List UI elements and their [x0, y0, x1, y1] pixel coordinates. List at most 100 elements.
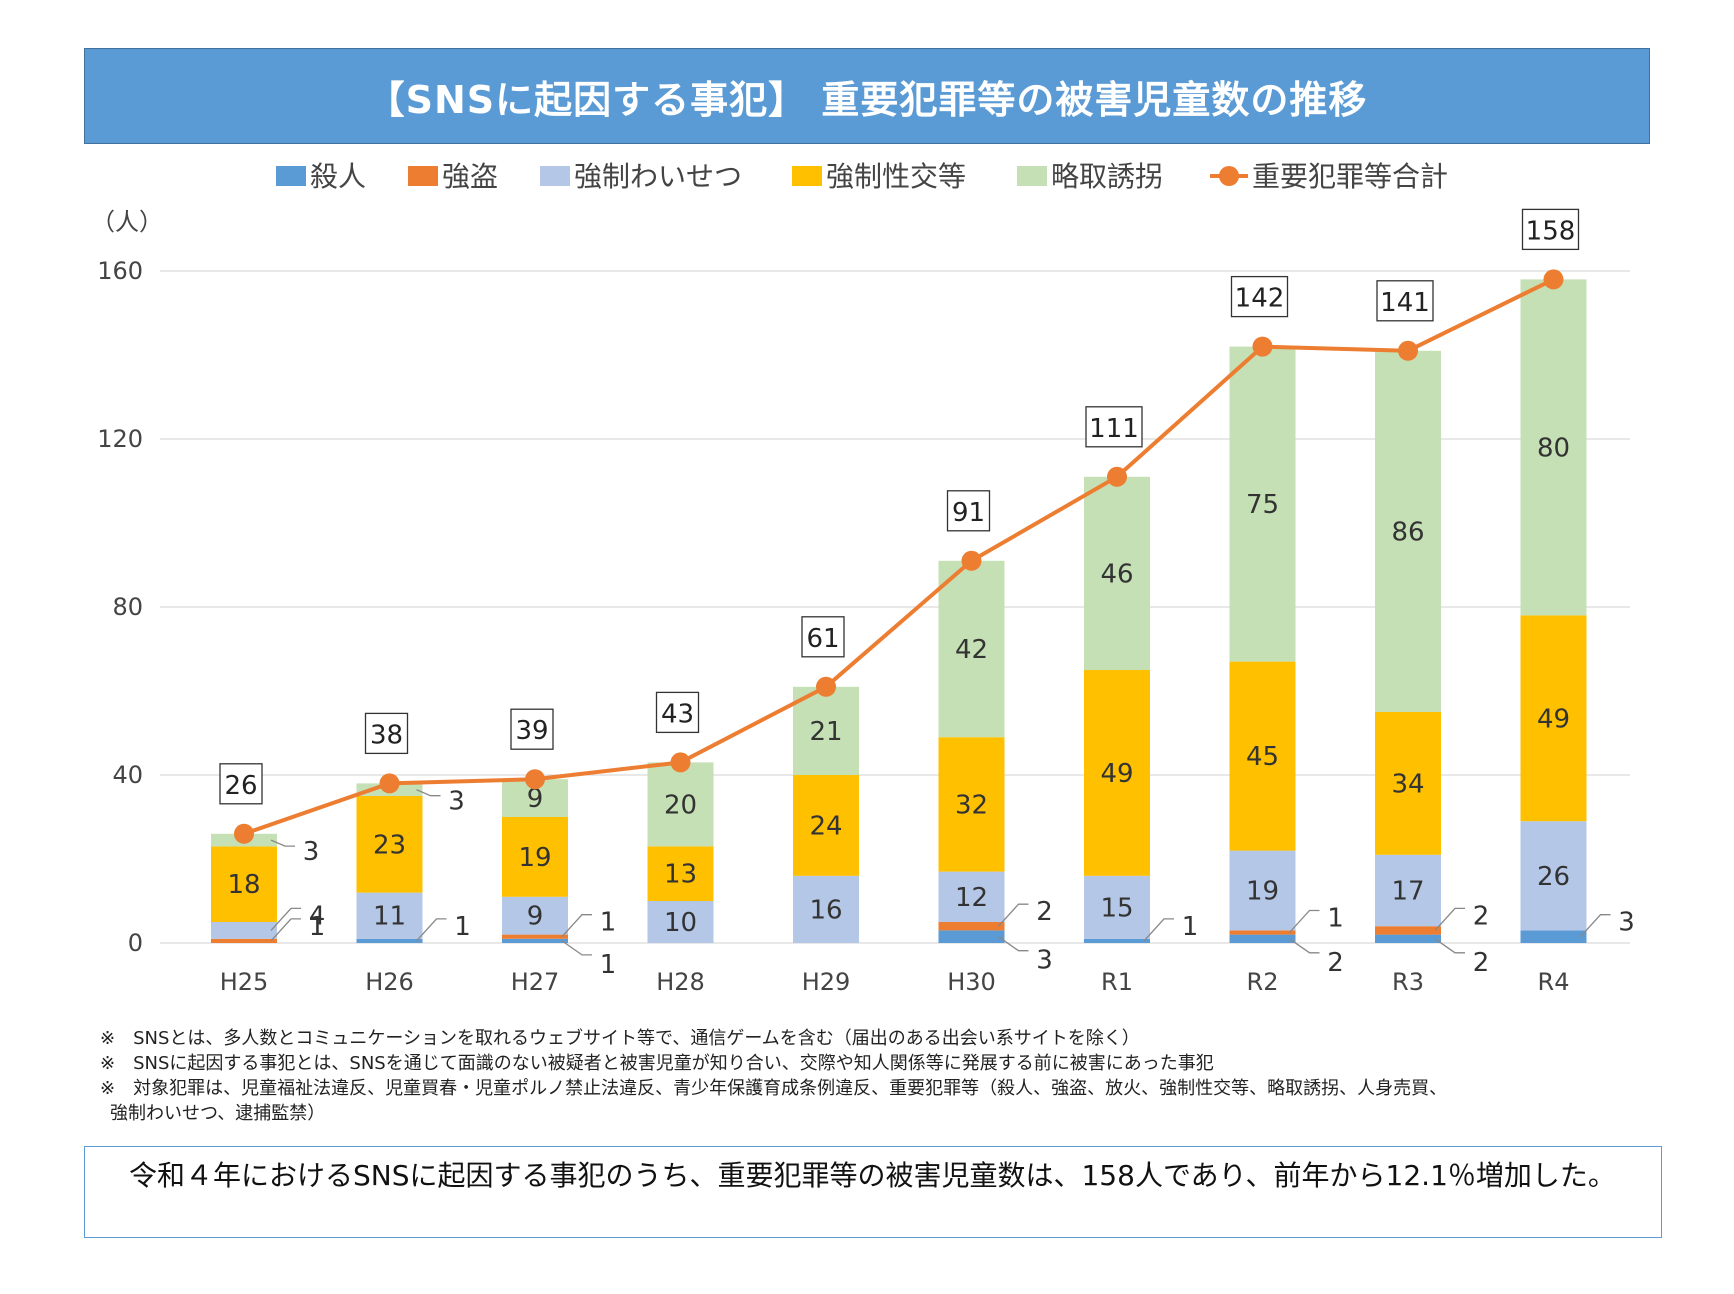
bar-abduction-R4: [1520, 279, 1587, 616]
total-label-box-H29: [801, 616, 845, 658]
data-label-murder-R3: 2: [1473, 948, 1490, 978]
bar-indecency-R3: [1375, 854, 1441, 927]
x-tick-label-H28: H28: [656, 968, 705, 996]
data-label-murder-H26: 1: [454, 912, 471, 942]
data-label-abduction-R1: 46: [1100, 559, 1133, 589]
total-label-R3: 141: [1380, 288, 1430, 318]
bar-indecency-H29: [793, 875, 859, 943]
bar-robbery-H27: [502, 934, 568, 939]
footnote-2: ※ SNSに起因する事犯とは、SNSを通じて面識のない被疑者と被害児童が知り合い…: [100, 1053, 1214, 1074]
bar-robbery-R3: [1375, 926, 1441, 935]
leader-line: [1289, 909, 1320, 933]
data-label-intercourse-H25: 18: [227, 870, 260, 900]
bar-intercourse-H30: [938, 737, 1005, 872]
bar-abduction-R3: [1375, 350, 1441, 712]
total-marker-H25: [234, 823, 254, 844]
chart-title-bar: 【SNSに起因する事犯】 重要犯罪等の被害児童数の推移: [84, 48, 1650, 144]
data-label-robbery-R3: 2: [1473, 901, 1490, 931]
leader-line: [561, 940, 592, 956]
legend-label-abduction: 略取誘拐: [1051, 160, 1163, 193]
bar-intercourse-H26: [356, 796, 423, 893]
total-label-box-H30: [946, 490, 991, 532]
x-tick-label-H30: H30: [947, 968, 996, 996]
bar-abduction-H28: [647, 762, 714, 847]
bar-abduction-H30: [938, 560, 1005, 738]
x-tick-label-R4: R4: [1538, 968, 1570, 996]
footnote-3: ※ 対象犯罪は、児童福祉法違反、児童買春・児童ポルノ禁止法違反、青少年保護育成条…: [100, 1078, 1448, 1099]
data-label-indecency-H30: 12: [955, 883, 988, 913]
summary-text: 令和４年におけるSNSに起因する事犯のうち、重要犯罪等の被害児童数は、158人で…: [101, 1159, 1616, 1192]
data-label-murder-H27: 1: [600, 950, 617, 980]
bar-abduction-R2: [1229, 346, 1296, 662]
data-label-abduction-R4: 80: [1537, 433, 1570, 463]
summary-box: 令和４年におけるSNSに起因する事犯のうち、重要犯罪等の被害児童数は、158人で…: [84, 1146, 1662, 1238]
footnote-1: ※ SNSとは、多人数とコミュニケーションを取れるウェブサイト等で、通信ゲームを…: [100, 1028, 1140, 1049]
total-marker-R2: [1252, 336, 1273, 357]
total-label-box-R2: [1230, 275, 1289, 318]
data-label-robbery-H30: 2: [1036, 897, 1053, 927]
bar-murder-H27: [502, 938, 568, 943]
data-label-abduction-R2: 75: [1246, 490, 1279, 520]
leader-line: [1289, 938, 1320, 954]
x-tick-label-H29: H29: [802, 968, 851, 996]
total-label-H30: 91: [952, 498, 985, 528]
total-label-box-R3: [1376, 280, 1434, 322]
data-label-intercourse-R3: 34: [1391, 769, 1424, 799]
data-label-intercourse-H28: 13: [664, 860, 697, 890]
legend-label-total: 重要犯罪等合計: [1252, 160, 1448, 193]
bar-abduction-H29: [793, 686, 859, 775]
leader-line: [270, 907, 301, 931]
chart-title: 【SNSに起因する事犯】 重要犯罪等の被害児童数の推移: [366, 77, 1368, 122]
total-marker-R1: [1107, 466, 1127, 487]
data-label-robbery-R2: 1: [1327, 904, 1344, 934]
x-tick-label-R1: R1: [1101, 968, 1133, 996]
data-label-indecency-H29: 16: [809, 895, 842, 925]
total-label-H28: 43: [661, 699, 694, 729]
total-label-H29: 61: [806, 624, 839, 654]
bar-indecency-R2: [1229, 850, 1296, 931]
data-label-intercourse-H26: 23: [373, 830, 406, 860]
bar-intercourse-R1: [1084, 670, 1150, 876]
bar-intercourse-R3: [1375, 712, 1441, 855]
x-tick-label-H25: H25: [220, 968, 269, 996]
data-label-abduction-H28: 20: [664, 790, 697, 820]
total-label-R2: 142: [1235, 284, 1285, 314]
total-marker-H30: [961, 550, 982, 571]
leader-line: [1580, 914, 1611, 938]
bar-murder-R4: [1520, 930, 1587, 943]
data-label-indecency-R3: 17: [1391, 877, 1424, 907]
data-label-intercourse-R1: 49: [1100, 759, 1133, 789]
data-label-robbery-H27: 1: [600, 908, 617, 938]
data-label-indecency-R1: 15: [1100, 893, 1133, 923]
total-marker-R4: [1543, 269, 1564, 290]
data-label-intercourse-H29: 24: [809, 811, 842, 841]
data-label-robbery-H25: 1: [309, 912, 326, 942]
leader-line: [1434, 907, 1465, 931]
leader-line: [998, 903, 1029, 927]
data-label-indecency-H28: 10: [664, 908, 697, 938]
bar-murder-R3: [1375, 934, 1441, 943]
total-marker-H26: [379, 773, 400, 794]
data-label-abduction-H29: 21: [809, 717, 842, 747]
y-tick-label: 120: [97, 425, 143, 453]
data-label-indecency-H25: 4: [309, 901, 326, 931]
leader-line: [270, 918, 301, 942]
data-label-indecency-H26: 11: [373, 902, 406, 932]
data-label-murder-R4: 3: [1618, 908, 1635, 938]
data-label-abduction-H30: 42: [955, 635, 988, 665]
leader-line: [270, 839, 295, 847]
data-label-indecency-R2: 19: [1246, 877, 1279, 907]
x-tick-label-R3: R3: [1392, 968, 1424, 996]
bar-robbery-H25: [211, 938, 277, 943]
bar-indecency-R4: [1520, 821, 1587, 931]
footnotes: ※ SNSとは、多人数とコミュニケーションを取れるウェブサイト等で、通信ゲームを…: [100, 1026, 1600, 1126]
y-unit-label: （人）: [91, 208, 163, 236]
bar-murder-R2: [1229, 934, 1296, 943]
total-marker-H27: [525, 769, 545, 790]
legend-swatch-intercourse: [792, 166, 822, 186]
data-label-murder-R1: 1: [1182, 912, 1199, 942]
data-label-indecency-R4: 26: [1537, 862, 1570, 892]
bar-indecency-H30: [938, 871, 1005, 922]
bar-intercourse-H25: [211, 846, 277, 922]
bar-intercourse-R2: [1229, 661, 1296, 851]
